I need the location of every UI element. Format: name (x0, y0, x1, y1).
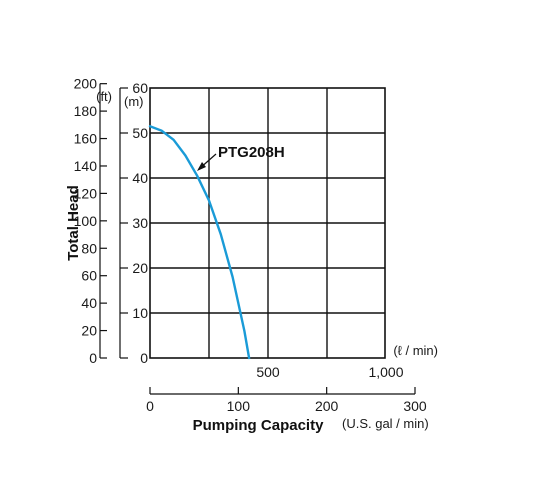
x-axis-title: Pumping Capacity (193, 417, 325, 434)
x-tick-label-gpm: 0 (146, 398, 154, 414)
chart-axes (99, 83, 416, 395)
y-tick-label-meters: 0 (140, 350, 148, 366)
y-tick-label-feet: 120 (74, 185, 98, 201)
series-label-ptg208h: PTG208H (218, 144, 285, 161)
y-tick-label-meters: 40 (132, 170, 148, 186)
y-tick-label-feet: 40 (81, 295, 97, 311)
y-tick-label-meters: 10 (132, 305, 148, 321)
y-tick-label-meters: 60 (132, 80, 148, 96)
series-label-arrowhead (197, 162, 206, 171)
y-tick-label-feet: 20 (81, 323, 97, 339)
y-tick-label-feet: 0 (89, 350, 97, 366)
x-tick-label-lpm: 500 (256, 364, 280, 380)
y-unit-feet: (ft) (96, 89, 112, 104)
x-tick-label-lpm: 1,000 (368, 364, 403, 380)
x-tick-label-gpm: 100 (227, 398, 251, 414)
y-unit-meters: (m) (124, 94, 144, 109)
y-tick-label-feet: 100 (74, 213, 98, 229)
y-tick-label-meters: 20 (132, 260, 148, 276)
y-tick-label-feet: 160 (74, 131, 98, 147)
chart-grid (149, 87, 386, 359)
y-axis-title: Total Head (65, 185, 82, 261)
y-tick-label-feet: 200 (74, 76, 98, 92)
y-tick-label-feet: 140 (74, 158, 98, 174)
y-tick-label-feet: 80 (81, 240, 97, 256)
y-tick-label-meters: 50 (132, 125, 148, 141)
y-tick-label-feet: 60 (81, 268, 97, 284)
chart-labels: 0 10 20 30 40 50 60 0 20 40 60 80 100 120 140 160 180 200… (65, 76, 438, 434)
chart-series (148, 125, 251, 360)
x-unit-gpm: (U.S. gal / min) (342, 416, 429, 431)
y-tick-label-meters: 30 (132, 215, 148, 231)
x-tick-label-gpm: 300 (403, 398, 427, 414)
x-unit-lpm: (ℓ / min) (393, 343, 438, 358)
y-tick-label-feet: 180 (74, 103, 98, 119)
series-line-ptg208h (148, 125, 251, 360)
x-tick-label-gpm: 200 (315, 398, 339, 414)
